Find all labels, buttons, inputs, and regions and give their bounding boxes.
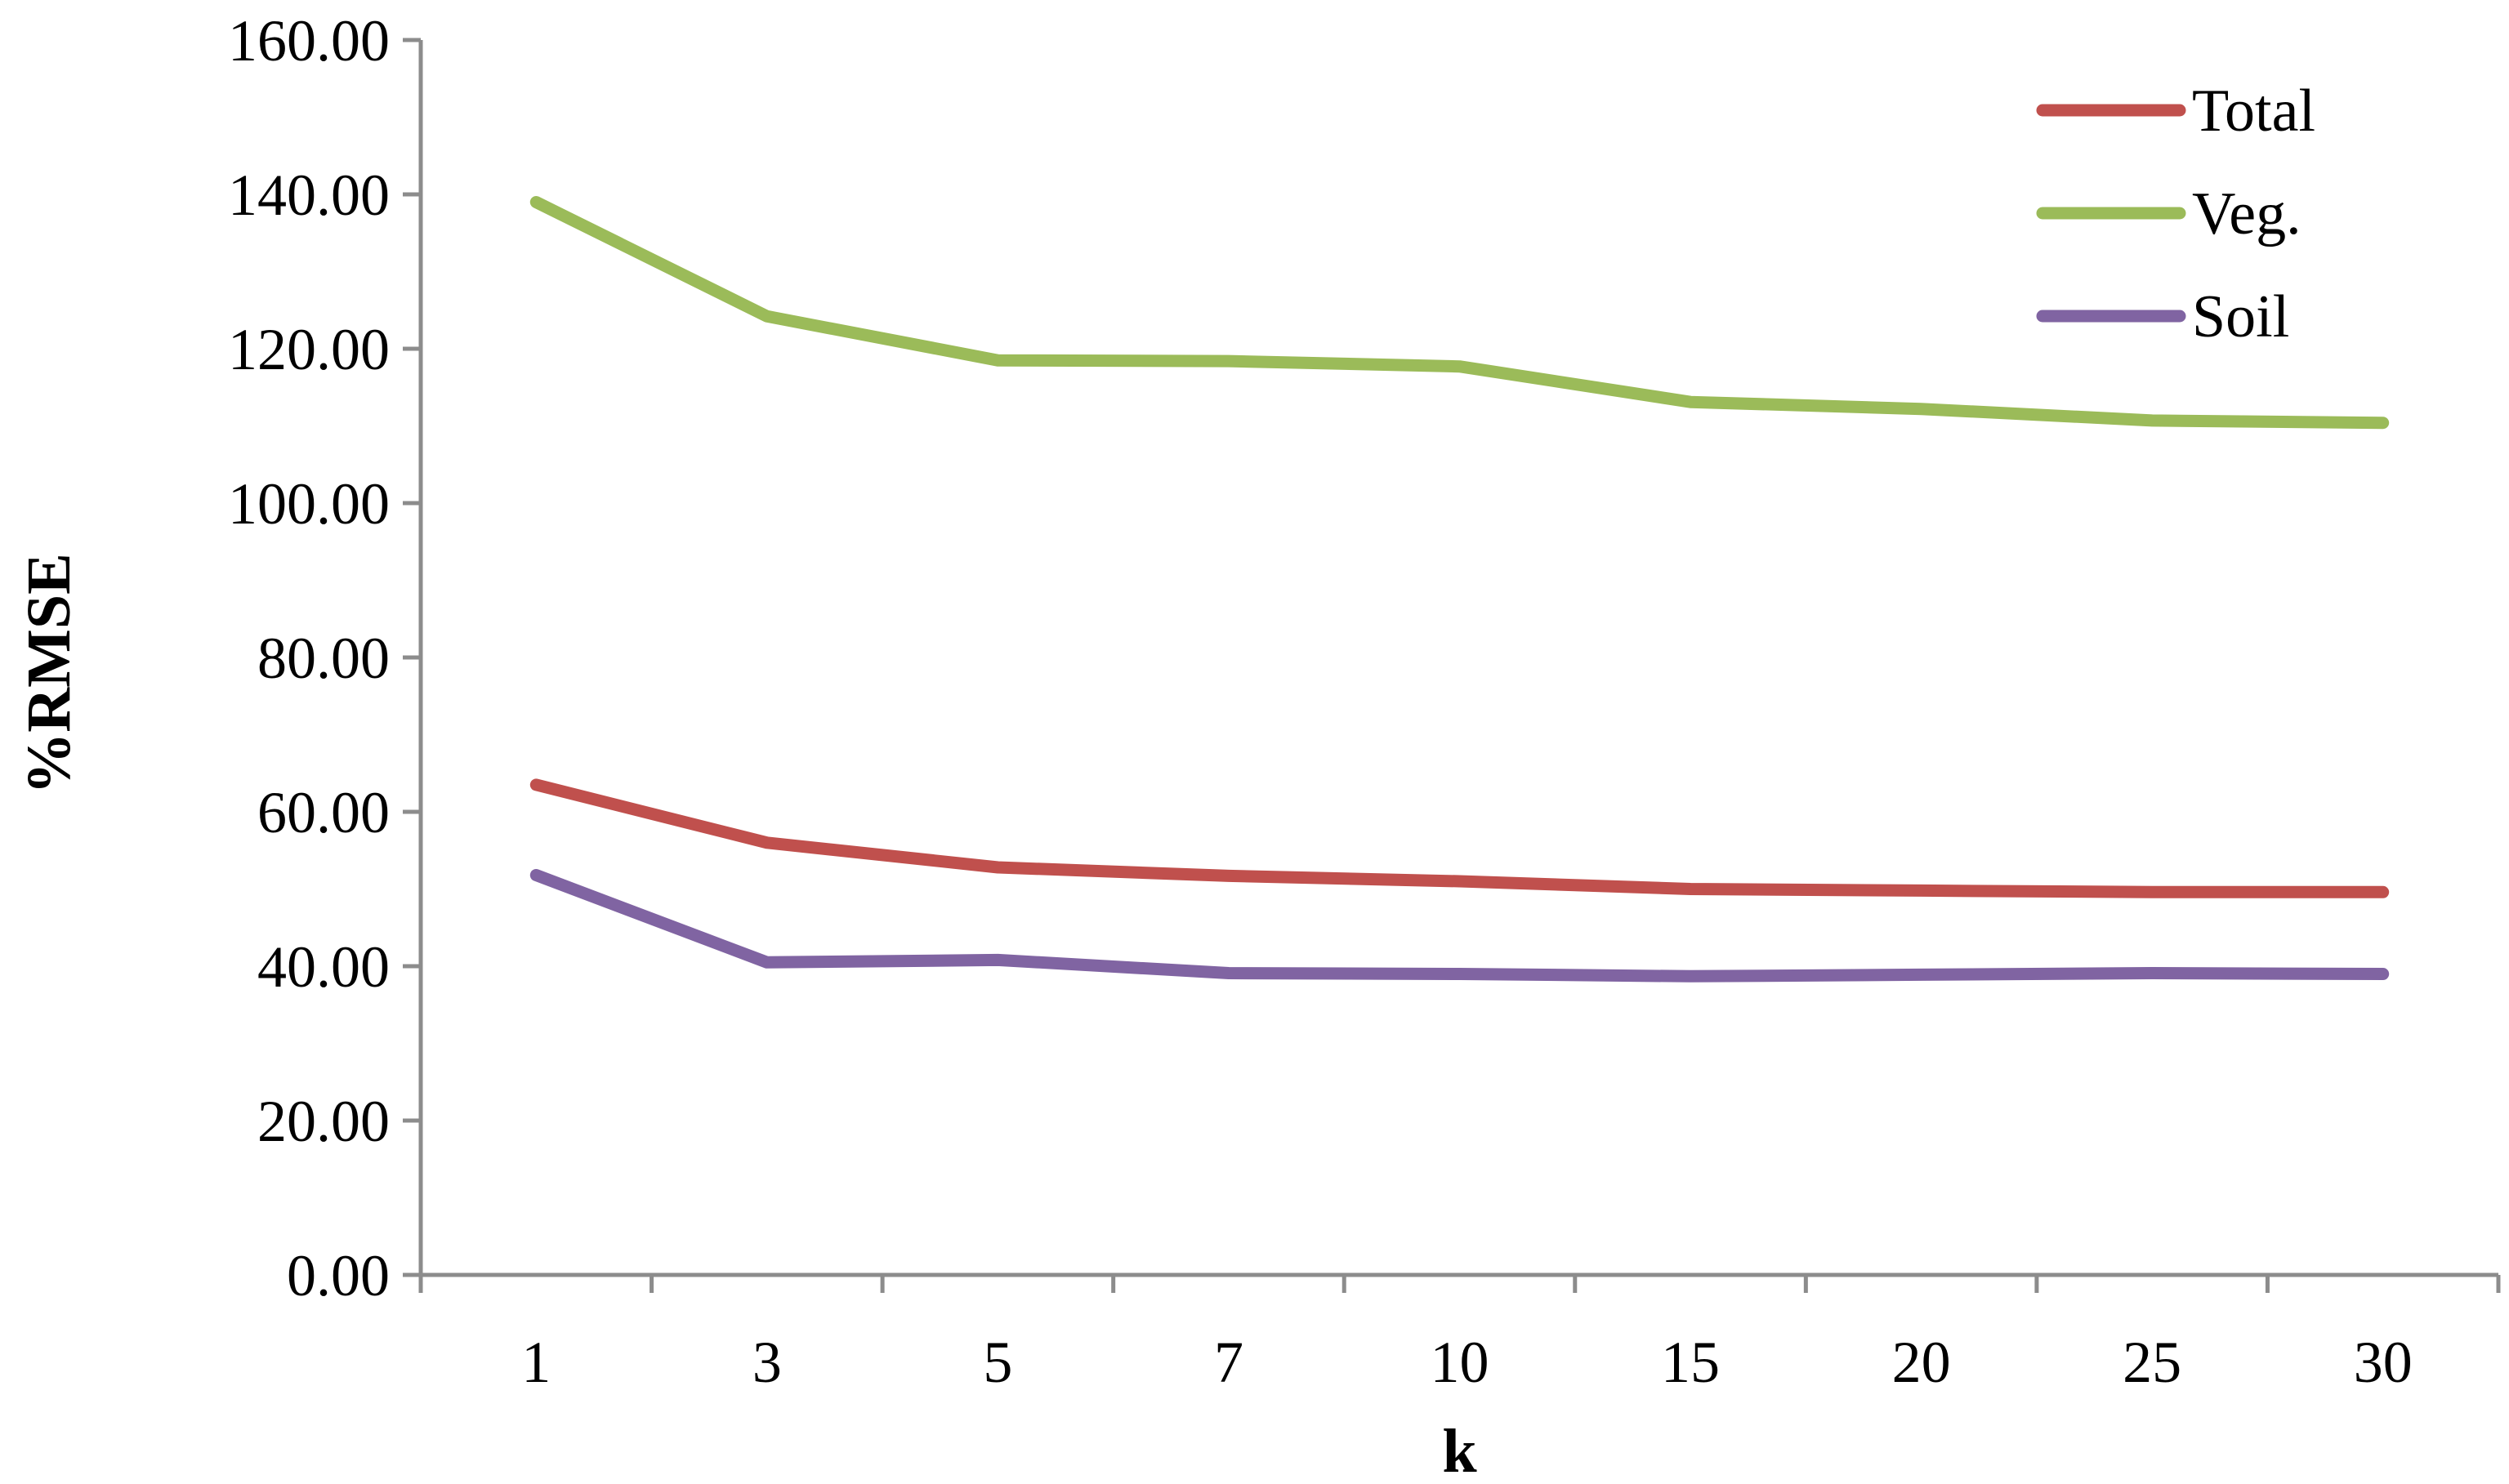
series-lines xyxy=(529,196,2390,983)
x-tick-label: 10 xyxy=(1431,1330,1489,1395)
y-tick-label: 140.00 xyxy=(228,163,390,228)
x-axis-title: k xyxy=(1442,1417,1477,1484)
y-tick-labels: 0.00 20.00 40.00 60.00 80.00 100.00 120.00 140.… xyxy=(228,8,390,1308)
series-line-soil xyxy=(529,869,2390,983)
series-line-total xyxy=(529,778,2390,898)
y-tick-label: 20.00 xyxy=(257,1089,390,1154)
y-tick-label: 60.00 xyxy=(257,780,390,845)
legend-label: Total xyxy=(2192,78,2315,145)
legend-label: Soil xyxy=(2192,283,2289,350)
series-line-veg xyxy=(529,196,2390,430)
axis-ticks xyxy=(403,38,2501,1293)
y-tick-label: 0.00 xyxy=(287,1243,390,1308)
x-tick-label: 7 xyxy=(1214,1330,1243,1395)
x-tick-label: 25 xyxy=(2123,1330,2181,1395)
y-tick-label: 80.00 xyxy=(257,626,390,691)
x-tick-labels: 1 3 5 7 10 15 20 25 30 xyxy=(521,1330,2412,1395)
legend-label: Veg. xyxy=(2192,180,2301,247)
y-tick-label: 120.00 xyxy=(228,317,390,382)
x-tick-label: 15 xyxy=(1661,1330,1720,1395)
x-tick-label: 20 xyxy=(1892,1330,1951,1395)
y-tick-label: 100.00 xyxy=(228,471,390,537)
x-tick-label: 1 xyxy=(521,1330,551,1395)
x-tick-label: 3 xyxy=(752,1330,782,1395)
legend: Total Veg. Soil xyxy=(2036,78,2315,350)
x-tick-label: 30 xyxy=(2354,1330,2413,1395)
y-tick-label: 40.00 xyxy=(257,934,390,1000)
y-axis-title: %RMSE xyxy=(15,553,83,795)
y-tick-label: 160.00 xyxy=(228,8,390,74)
x-tick-label: 5 xyxy=(983,1330,1012,1395)
